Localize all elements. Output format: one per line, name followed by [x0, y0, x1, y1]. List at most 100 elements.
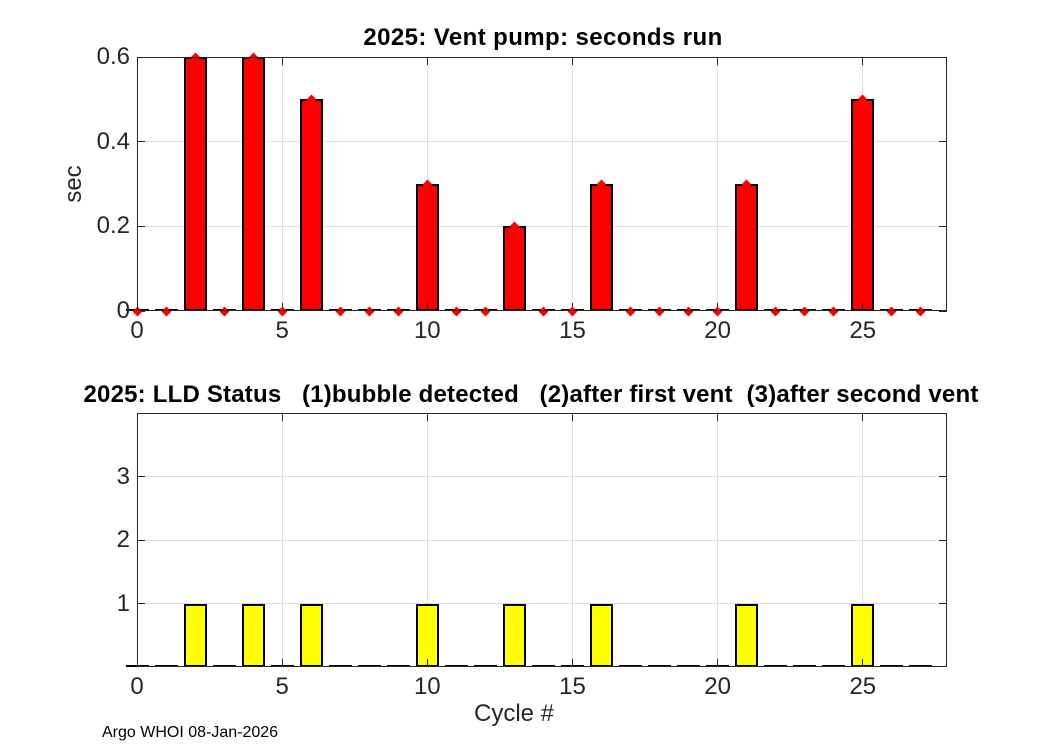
bar — [183, 57, 207, 311]
x-tick-label: 0 — [130, 673, 144, 700]
bar — [415, 184, 439, 311]
grid-line-horizontal — [137, 539, 947, 541]
bar — [183, 603, 207, 667]
data-point-diamond-marker — [625, 306, 636, 316]
zero-bar-dash — [909, 665, 933, 667]
data-point-diamond-marker — [219, 306, 230, 316]
grid-line-vertical — [281, 57, 283, 311]
data-point-diamond-marker — [335, 306, 346, 316]
data-point-diamond-marker — [799, 306, 810, 316]
x-tick-label: 10 — [413, 673, 441, 700]
x-tick-mark-top — [281, 413, 283, 421]
x-tick-label: 20 — [704, 673, 731, 700]
grid-line-vertical — [717, 57, 719, 311]
bar — [851, 603, 875, 667]
y-tick-mark-right — [939, 56, 947, 58]
data-point-diamond-marker — [364, 306, 375, 316]
x-tick-mark — [862, 303, 864, 311]
x-tick-mark-top — [426, 413, 428, 421]
y-tick-mark — [137, 476, 145, 477]
x-tick-mark — [136, 659, 138, 667]
data-point-diamond-marker — [480, 306, 491, 316]
zero-bar-dash — [619, 665, 643, 667]
grid-line-horizontal — [137, 141, 947, 143]
zero-bar-dash — [677, 665, 701, 667]
data-point-diamond-marker — [828, 306, 839, 316]
y-tick-mark-right — [939, 539, 947, 541]
zero-bar-dash — [793, 665, 817, 667]
x-axis-label-cycle: Cycle # — [473, 700, 555, 727]
x-tick-mark — [281, 659, 283, 667]
x-tick-mark — [571, 659, 573, 667]
y-tick-label: 3 — [116, 462, 130, 490]
x-tick-label: 10 — [413, 317, 441, 344]
y-tick-mark — [137, 539, 145, 541]
data-point-diamond-marker — [915, 306, 926, 316]
bar — [502, 226, 526, 311]
x-tick-mark-top — [571, 413, 573, 421]
y-tick-label: 1 — [116, 589, 130, 617]
x-tick-mark-top — [426, 57, 428, 65]
y-tick-mark — [137, 56, 145, 58]
zero-bar-dash — [386, 665, 410, 667]
x-tick-mark-top — [717, 413, 719, 421]
data-point-diamond-marker — [712, 306, 723, 316]
x-tick-mark — [862, 659, 864, 667]
x-tick-mark-top — [136, 57, 138, 65]
grid-line-horizontal — [137, 603, 947, 604]
data-point-diamond-marker — [683, 306, 694, 316]
y-tick-label: 2 — [116, 526, 130, 553]
data-point-diamond-marker — [538, 306, 549, 316]
bar — [241, 57, 265, 311]
zero-bar-dash — [357, 665, 381, 667]
y-tick-mark — [137, 141, 145, 143]
grid-line-horizontal — [137, 476, 947, 477]
x-tick-label: 25 — [849, 673, 877, 700]
y-axis-label-sec: sec — [60, 165, 87, 203]
y-tick-label: 0.2 — [96, 212, 130, 240]
zero-bar-dash — [531, 665, 555, 667]
bar — [299, 603, 323, 667]
x-tick-mark-top — [136, 413, 138, 421]
zero-bar-dash — [328, 665, 352, 667]
x-tick-mark-top — [862, 57, 864, 65]
x-tick-mark — [717, 659, 719, 667]
zero-bar-dash — [444, 665, 468, 667]
grid-line-horizontal — [137, 225, 947, 227]
data-point-diamond-marker — [277, 306, 288, 316]
x-tick-label: 5 — [275, 673, 289, 700]
y-tick-mark — [137, 603, 145, 604]
y-tick-label: 0.4 — [96, 127, 130, 155]
y-tick-mark — [137, 225, 145, 227]
data-point-diamond-marker — [451, 306, 462, 316]
x-tick-mark — [426, 659, 428, 667]
y-tick-mark-right — [939, 225, 947, 227]
x-tick-label: 0 — [130, 317, 144, 344]
bar — [851, 99, 875, 311]
bar — [415, 603, 439, 667]
x-tick-mark-top — [862, 413, 864, 421]
data-point-diamond-marker — [161, 306, 171, 316]
bar — [590, 603, 614, 667]
vent-pump-axes: 0 5 10 15 20 25 0 0.2 0.4 0.6 — [97, 43, 947, 344]
data-point-diamond-marker — [567, 306, 578, 316]
footer-text: Argo WHOI 08-Jan-2026 — [102, 724, 279, 741]
y-tick-mark-right — [939, 603, 947, 604]
y-tick-mark-right — [939, 476, 947, 477]
zero-bar-dash — [822, 665, 846, 667]
zero-bar-dash — [764, 665, 788, 667]
zero-bar-dash — [154, 665, 178, 667]
x-tick-label: 15 — [559, 673, 586, 700]
x-tick-mark — [426, 303, 428, 311]
x-tick-label: 25 — [849, 317, 877, 344]
data-point-diamond-marker — [654, 306, 665, 316]
x-tick-mark-top — [571, 57, 573, 65]
zero-bar-dash — [880, 665, 904, 667]
bar — [735, 603, 759, 667]
lld-status-axes: 0 5 10 15 20 25 1 2 3 — [117, 413, 947, 700]
data-point-diamond-marker — [393, 306, 404, 316]
x-tick-label: 5 — [275, 317, 289, 344]
zero-bar-dash — [212, 665, 236, 667]
bar — [735, 184, 759, 311]
